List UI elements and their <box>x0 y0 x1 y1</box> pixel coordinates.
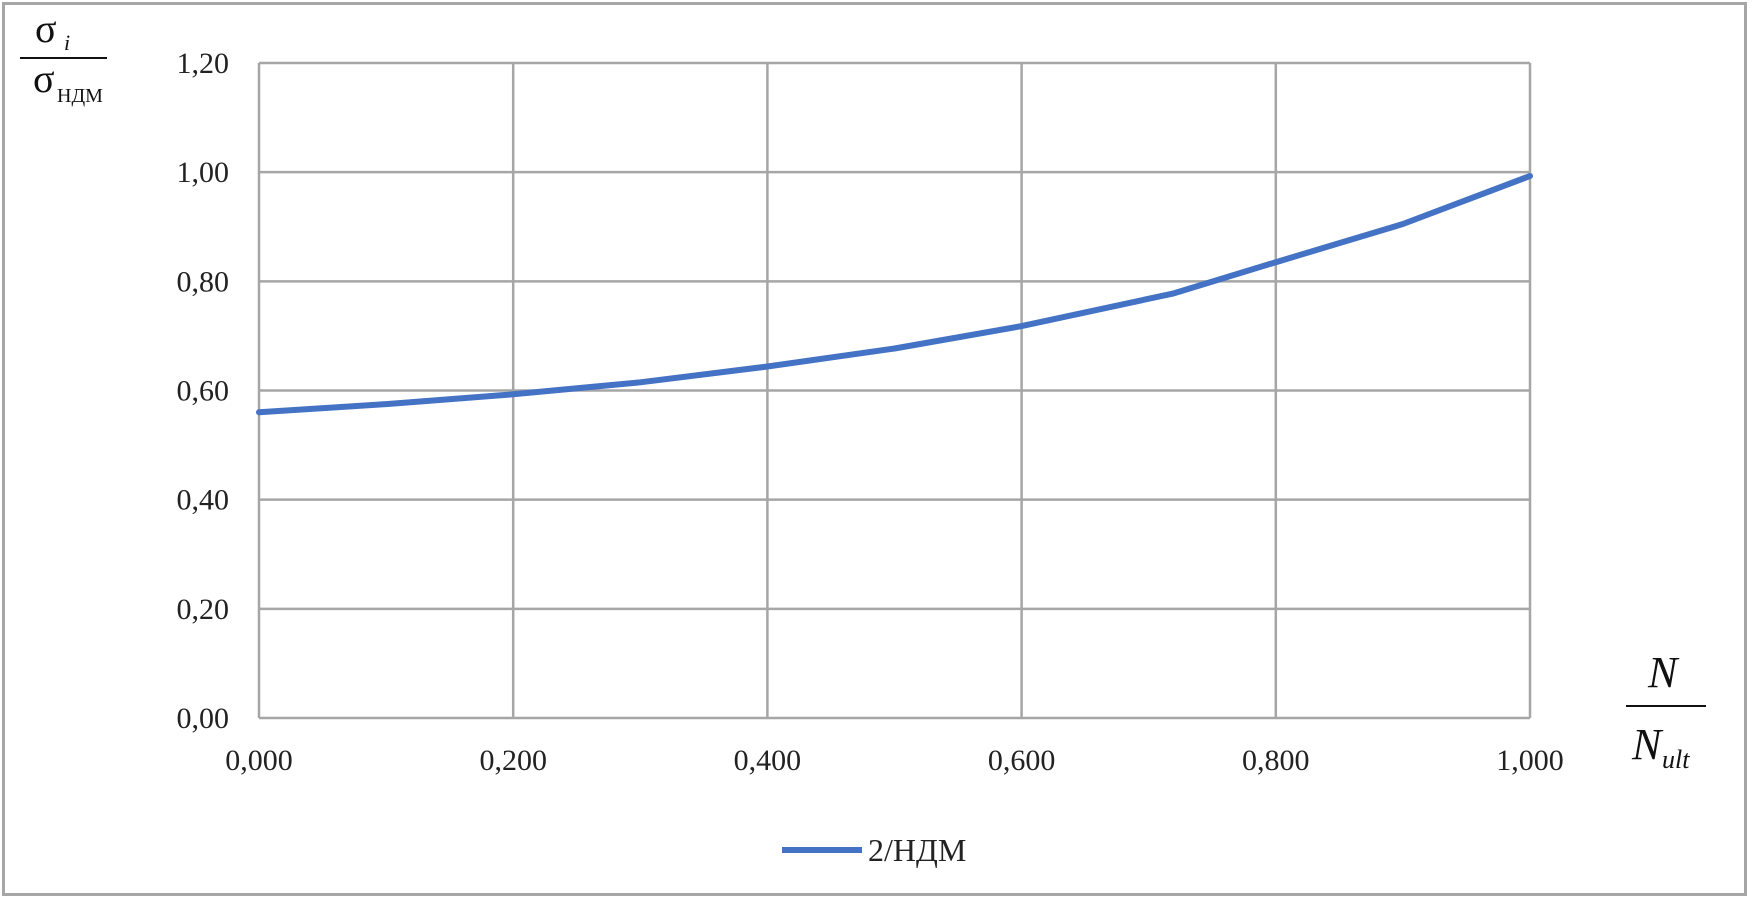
grid-lines <box>257 61 1532 720</box>
y-tick-label: 1,00 <box>177 156 230 189</box>
series-lines <box>256 173 1533 416</box>
legend-label: 2/НДМ <box>868 832 966 868</box>
y-tick-label: 1,20 <box>177 47 230 80</box>
y-tick-labels: 0,00 0,20 0,40 0,60 0,80 1,00 1,20 <box>177 47 230 735</box>
y-label-numerator: σ <box>35 6 57 51</box>
y-label-numerator-sub: i <box>64 30 70 55</box>
y-label-denominator: σ <box>33 56 55 101</box>
x-label-denominator-sub: ult <box>1662 745 1690 774</box>
x-axis-label: N N ult <box>1626 648 1706 774</box>
x-tick-label: 0,000 <box>225 744 293 777</box>
y-tick-label: 0,40 <box>177 484 230 517</box>
y-tick-label: 0,20 <box>177 593 230 626</box>
y-tick-label: 0,60 <box>177 375 230 408</box>
y-axis-label: σ i σ НДМ <box>20 6 107 107</box>
x-tick-label: 0,600 <box>988 744 1056 777</box>
x-label-denominator: N <box>1631 720 1664 769</box>
x-tick-label: 0,800 <box>1242 744 1310 777</box>
legend: 2/НДМ <box>782 832 966 868</box>
x-tick-label: 0,400 <box>734 744 802 777</box>
series-line <box>256 173 1533 416</box>
y-label-denominator-sub: НДМ <box>57 85 103 107</box>
x-label-numerator: N <box>1647 648 1680 697</box>
y-tick-label: 0,80 <box>177 265 230 298</box>
x-tick-label: 0,200 <box>479 744 547 777</box>
x-tick-labels: 0,000 0,200 0,400 0,600 0,800 1,000 <box>225 744 1564 777</box>
y-tick-label: 0,00 <box>177 702 230 735</box>
x-tick-label: 1,000 <box>1496 744 1564 777</box>
